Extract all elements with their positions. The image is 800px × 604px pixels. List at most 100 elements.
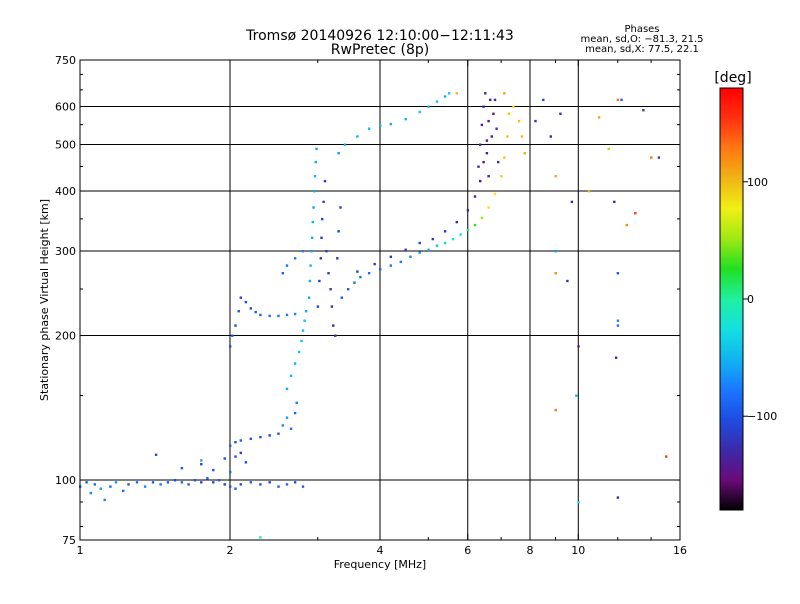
data-point	[482, 160, 485, 164]
y-tick-label: 100	[55, 474, 76, 487]
data-point	[249, 307, 252, 310]
data-point	[239, 451, 242, 455]
data-point	[493, 192, 497, 196]
data-point	[356, 135, 359, 138]
data-point	[447, 92, 451, 95]
data-point	[455, 92, 458, 95]
data-point	[503, 92, 506, 95]
data-point	[151, 481, 155, 484]
data-point	[575, 394, 578, 397]
data-point	[285, 483, 289, 486]
data-point	[657, 156, 661, 159]
data-point	[616, 496, 620, 499]
data-point	[367, 127, 371, 130]
data-point	[200, 463, 203, 466]
data-point	[473, 195, 477, 198]
data-point	[303, 319, 306, 322]
data-point	[239, 296, 242, 299]
data-point	[259, 483, 262, 486]
data-point	[466, 228, 470, 232]
data-point	[418, 251, 421, 254]
data-point	[143, 485, 147, 488]
data-point	[616, 324, 620, 327]
data-point	[323, 179, 327, 183]
data-point	[180, 481, 184, 484]
data-point	[249, 481, 252, 484]
x-tick-label: 16	[673, 544, 687, 557]
phase-stats-title: Phases	[624, 24, 659, 35]
data-point	[587, 190, 591, 193]
data-point	[493, 98, 497, 102]
data-point	[234, 324, 237, 327]
data-point	[268, 434, 271, 437]
data-point	[367, 272, 371, 275]
data-point	[507, 112, 511, 115]
data-point	[307, 296, 311, 299]
data-point	[285, 387, 289, 391]
data-point	[281, 272, 284, 275]
y-tick-label: 600	[55, 101, 76, 114]
data-point	[200, 459, 203, 462]
data-point	[229, 485, 232, 488]
data-point	[329, 288, 332, 291]
data-point	[479, 143, 482, 146]
data-point	[379, 124, 382, 127]
data-point	[607, 147, 610, 151]
data-point	[339, 206, 342, 209]
colorbar-gradient	[719, 87, 744, 511]
data-point	[459, 233, 462, 236]
data-point	[193, 479, 197, 482]
data-point	[313, 190, 316, 193]
data-point	[634, 212, 637, 215]
data-point	[277, 314, 280, 318]
data-point	[122, 489, 125, 493]
data-point	[613, 200, 616, 204]
data-point	[109, 485, 112, 488]
data-point	[229, 444, 232, 447]
data-point	[259, 435, 262, 439]
chart-title: Tromsø 20140926 12:10:00−12:11:43	[245, 28, 514, 44]
data-point	[293, 257, 297, 260]
data-point	[289, 374, 293, 377]
phase-colorbar: [deg] 100 0 −100	[714, 70, 777, 511]
y-tick-label: 500	[55, 139, 76, 152]
data-point	[479, 179, 482, 183]
data-point	[99, 487, 102, 490]
data-point	[322, 200, 325, 204]
data-point	[301, 329, 305, 332]
data-point	[542, 98, 545, 102]
data-point	[259, 536, 262, 539]
data-point	[319, 257, 322, 260]
data-point	[229, 345, 232, 348]
data-point	[127, 483, 130, 486]
data-point	[200, 481, 203, 484]
data-point	[239, 483, 242, 486]
grid-lines	[80, 60, 680, 540]
data-point	[466, 209, 470, 212]
data-point	[293, 411, 297, 415]
data-points	[79, 92, 668, 539]
y-tick-label: 750	[55, 54, 76, 67]
data-point	[309, 264, 312, 267]
data-point	[315, 147, 318, 151]
data-point	[356, 270, 359, 273]
data-point	[159, 483, 162, 486]
x-tick-label: 10	[571, 544, 585, 557]
colorbar-tick-label: 100	[747, 176, 768, 189]
data-point	[343, 143, 347, 146]
data-point	[327, 272, 330, 275]
data-point	[308, 279, 312, 283]
data-point	[549, 135, 552, 138]
data-point	[435, 244, 439, 247]
data-point	[234, 455, 237, 458]
data-point	[347, 288, 350, 291]
data-point	[231, 334, 234, 337]
data-point	[482, 105, 485, 108]
data-point	[277, 432, 280, 435]
data-point	[293, 362, 297, 365]
data-point	[443, 230, 447, 233]
data-point	[477, 165, 480, 168]
colorbar-tick-label: −100	[747, 410, 777, 423]
